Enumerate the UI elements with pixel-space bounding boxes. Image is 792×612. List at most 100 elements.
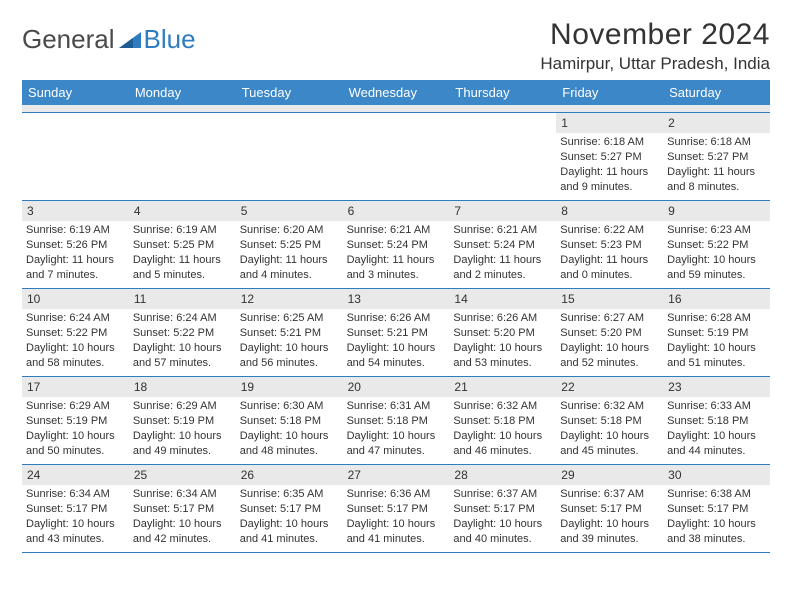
daylight-line-1: Daylight: 11 hours (133, 253, 232, 268)
day-number: 16 (663, 289, 770, 309)
sunrise-line: Sunrise: 6:21 AM (453, 223, 552, 238)
logo-text-blue: Blue (144, 24, 196, 55)
daylight-line-1: Daylight: 10 hours (133, 517, 232, 532)
sunrise-line: Sunrise: 6:38 AM (667, 487, 766, 502)
calendar-cell: 14Sunrise: 6:26 AMSunset: 5:20 PMDayligh… (449, 289, 556, 377)
day-number: 18 (129, 377, 236, 397)
daylight-line-1: Daylight: 10 hours (240, 517, 339, 532)
daylight-line-1: Daylight: 10 hours (560, 429, 659, 444)
daylight-line-2: and 53 minutes. (453, 356, 552, 371)
sunrise-line: Sunrise: 6:18 AM (667, 135, 766, 150)
calendar-cell: 16Sunrise: 6:28 AMSunset: 5:19 PMDayligh… (663, 289, 770, 377)
calendar-cell: 6Sunrise: 6:21 AMSunset: 5:24 PMDaylight… (343, 201, 450, 289)
day-number: 29 (556, 465, 663, 485)
daylight-line-2: and 57 minutes. (133, 356, 232, 371)
daylight-line-2: and 3 minutes. (347, 268, 446, 283)
day-number: 13 (343, 289, 450, 309)
daylight-line-2: and 44 minutes. (667, 444, 766, 459)
calendar-cell: 19Sunrise: 6:30 AMSunset: 5:18 PMDayligh… (236, 377, 343, 465)
sunrise-line: Sunrise: 6:37 AM (453, 487, 552, 502)
sunrise-line: Sunrise: 6:25 AM (240, 311, 339, 326)
sunset-line: Sunset: 5:17 PM (560, 502, 659, 517)
daylight-line-1: Daylight: 10 hours (453, 517, 552, 532)
daylight-line-1: Daylight: 10 hours (26, 341, 125, 356)
sunset-line: Sunset: 5:22 PM (26, 326, 125, 341)
header-spacer (22, 105, 770, 113)
day-number: 15 (556, 289, 663, 309)
logo: General Blue (22, 18, 196, 55)
sunset-line: Sunset: 5:18 PM (240, 414, 339, 429)
daylight-line-2: and 8 minutes. (667, 180, 766, 195)
weekday-monday: Monday (129, 80, 236, 105)
daylight-line-2: and 0 minutes. (560, 268, 659, 283)
weekday-sunday: Sunday (22, 80, 129, 105)
sunset-line: Sunset: 5:23 PM (560, 238, 659, 253)
daylight-line-1: Daylight: 11 hours (240, 253, 339, 268)
day-number: 17 (22, 377, 129, 397)
sunset-line: Sunset: 5:18 PM (560, 414, 659, 429)
sunset-line: Sunset: 5:24 PM (347, 238, 446, 253)
sunset-line: Sunset: 5:22 PM (133, 326, 232, 341)
weekday-friday: Friday (556, 80, 663, 105)
calendar-cell: 20Sunrise: 6:31 AMSunset: 5:18 PMDayligh… (343, 377, 450, 465)
daylight-line-1: Daylight: 10 hours (26, 517, 125, 532)
calendar-cell: 5Sunrise: 6:20 AMSunset: 5:25 PMDaylight… (236, 201, 343, 289)
sunrise-line: Sunrise: 6:26 AM (453, 311, 552, 326)
day-number: 28 (449, 465, 556, 485)
calendar-cell: 30Sunrise: 6:38 AMSunset: 5:17 PMDayligh… (663, 465, 770, 553)
sunset-line: Sunset: 5:18 PM (667, 414, 766, 429)
day-number: 7 (449, 201, 556, 221)
calendar-page: General Blue November 2024 Hamirpur, Utt… (0, 0, 792, 563)
weekday-tuesday: Tuesday (236, 80, 343, 105)
daylight-line-2: and 40 minutes. (453, 532, 552, 547)
sunrise-line: Sunrise: 6:19 AM (133, 223, 232, 238)
daylight-line-1: Daylight: 10 hours (667, 341, 766, 356)
daylight-line-1: Daylight: 10 hours (667, 429, 766, 444)
daylight-line-2: and 39 minutes. (560, 532, 659, 547)
sunset-line: Sunset: 5:20 PM (560, 326, 659, 341)
sunrise-line: Sunrise: 6:24 AM (26, 311, 125, 326)
sunrise-line: Sunrise: 6:31 AM (347, 399, 446, 414)
calendar-cell: 24Sunrise: 6:34 AMSunset: 5:17 PMDayligh… (22, 465, 129, 553)
daylight-line-2: and 50 minutes. (26, 444, 125, 459)
day-number: 20 (343, 377, 450, 397)
day-number: 30 (663, 465, 770, 485)
calendar-cell: 9Sunrise: 6:23 AMSunset: 5:22 PMDaylight… (663, 201, 770, 289)
calendar-cell: 28Sunrise: 6:37 AMSunset: 5:17 PMDayligh… (449, 465, 556, 553)
calendar-weekday-header: Sunday Monday Tuesday Wednesday Thursday… (22, 80, 770, 105)
sunset-line: Sunset: 5:17 PM (347, 502, 446, 517)
daylight-line-2: and 54 minutes. (347, 356, 446, 371)
calendar-cell: 21Sunrise: 6:32 AMSunset: 5:18 PMDayligh… (449, 377, 556, 465)
sunset-line: Sunset: 5:27 PM (560, 150, 659, 165)
day-number: 19 (236, 377, 343, 397)
daylight-line-2: and 2 minutes. (453, 268, 552, 283)
calendar-cell: 2Sunrise: 6:18 AMSunset: 5:27 PMDaylight… (663, 113, 770, 201)
daylight-line-2: and 56 minutes. (240, 356, 339, 371)
logo-triangle-icon (119, 24, 141, 55)
daylight-line-2: and 5 minutes. (133, 268, 232, 283)
day-number: 6 (343, 201, 450, 221)
calendar-cell: 8Sunrise: 6:22 AMSunset: 5:23 PMDaylight… (556, 201, 663, 289)
daylight-line-2: and 58 minutes. (26, 356, 125, 371)
sunrise-line: Sunrise: 6:27 AM (560, 311, 659, 326)
sunrise-line: Sunrise: 6:34 AM (133, 487, 232, 502)
daylight-line-2: and 47 minutes. (347, 444, 446, 459)
sunset-line: Sunset: 5:21 PM (240, 326, 339, 341)
day-number: 14 (449, 289, 556, 309)
day-number: 5 (236, 201, 343, 221)
calendar-cell (236, 113, 343, 201)
daylight-line-1: Daylight: 10 hours (240, 429, 339, 444)
sunrise-line: Sunrise: 6:26 AM (347, 311, 446, 326)
sunrise-line: Sunrise: 6:28 AM (667, 311, 766, 326)
daylight-line-2: and 45 minutes. (560, 444, 659, 459)
sunrise-line: Sunrise: 6:18 AM (560, 135, 659, 150)
sunset-line: Sunset: 5:25 PM (240, 238, 339, 253)
sunset-line: Sunset: 5:18 PM (453, 414, 552, 429)
weekday-saturday: Saturday (663, 80, 770, 105)
daylight-line-1: Daylight: 10 hours (453, 341, 552, 356)
calendar-cell: 7Sunrise: 6:21 AMSunset: 5:24 PMDaylight… (449, 201, 556, 289)
daylight-line-1: Daylight: 10 hours (667, 517, 766, 532)
daylight-line-1: Daylight: 10 hours (133, 341, 232, 356)
daylight-line-2: and 51 minutes. (667, 356, 766, 371)
calendar-cell: 13Sunrise: 6:26 AMSunset: 5:21 PMDayligh… (343, 289, 450, 377)
